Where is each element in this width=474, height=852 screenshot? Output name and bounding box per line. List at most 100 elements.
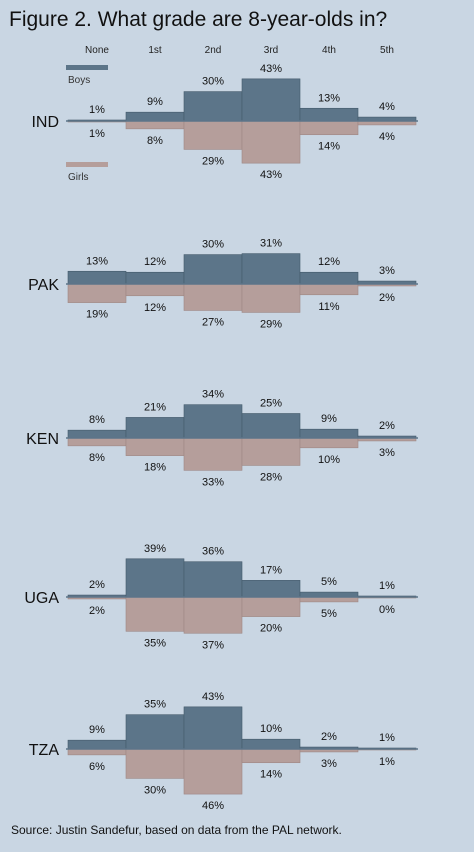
bar-girls — [183, 120, 243, 150]
data-label-boys: 34% — [202, 389, 224, 401]
data-label-boys: 43% — [260, 63, 282, 75]
data-label-boys: 1% — [379, 732, 395, 744]
data-label-girls: 1% — [379, 756, 395, 768]
data-label-girls: 8% — [89, 452, 105, 464]
bar-girls — [241, 283, 301, 313]
country-label: KEN — [26, 431, 59, 448]
data-label-boys: 31% — [260, 238, 282, 250]
data-label-girls: 2% — [89, 605, 105, 617]
data-label-girls: 3% — [321, 758, 337, 770]
bar-boys — [183, 561, 243, 598]
data-label-boys: 9% — [321, 413, 337, 425]
data-label-girls: 11% — [318, 301, 339, 313]
data-label-boys: 1% — [89, 104, 105, 116]
legend-label-girls: Girls — [68, 172, 89, 183]
bar-boys — [67, 270, 127, 285]
bar-boys — [241, 413, 301, 439]
data-label-boys: 30% — [202, 76, 224, 88]
bar-girls — [125, 120, 185, 130]
data-label-boys: 9% — [89, 724, 105, 736]
data-label-girls: 5% — [321, 608, 337, 620]
bar-boys — [125, 558, 185, 598]
bar-girls — [299, 283, 359, 296]
data-label-boys: 9% — [147, 96, 163, 108]
data-label-girls: 12% — [144, 302, 166, 314]
data-label-boys: 35% — [144, 699, 166, 711]
bar-girls — [67, 748, 127, 756]
data-label-girls: 0% — [379, 604, 395, 616]
bar-girls — [183, 596, 243, 634]
grade-header: None — [85, 45, 109, 56]
bar-boys — [241, 580, 301, 598]
bar-boys — [183, 254, 243, 285]
bar-girls — [125, 748, 185, 779]
data-label-boys: 21% — [144, 401, 166, 413]
data-label-boys: 2% — [379, 420, 395, 432]
bar-boys — [125, 417, 185, 439]
country-label: IND — [31, 114, 59, 131]
data-label-boys: 17% — [260, 564, 282, 576]
data-label-boys: 25% — [260, 398, 282, 410]
bar-girls — [241, 437, 301, 466]
bar-girls — [183, 437, 243, 471]
data-label-girls: 37% — [202, 639, 224, 651]
data-label-girls: 20% — [260, 623, 282, 635]
bar-girls — [183, 283, 243, 311]
data-label-boys: 3% — [379, 265, 395, 277]
legend-swatch-girls — [66, 162, 108, 167]
grade-header: 5th — [380, 45, 394, 56]
data-label-boys: 8% — [89, 414, 105, 426]
data-label-girls: 1% — [89, 128, 105, 140]
data-label-boys: 1% — [379, 580, 395, 592]
bar-boys — [125, 714, 185, 750]
grade-header: 1st — [148, 45, 162, 56]
data-label-boys: 2% — [321, 731, 337, 743]
bar-girls — [67, 437, 127, 447]
data-label-boys: 13% — [318, 92, 340, 104]
data-label-girls: 6% — [89, 761, 105, 773]
data-label-boys: 12% — [144, 256, 166, 268]
bar-girls — [125, 283, 185, 297]
data-label-girls: 8% — [147, 135, 163, 147]
data-label-girls: 33% — [202, 476, 224, 488]
bar-girls — [125, 437, 185, 456]
figure-title: Figure 2. What grade are 8-year-olds in? — [9, 8, 388, 31]
legend-label-boys: Boys — [68, 75, 90, 86]
data-label-girls: 18% — [144, 462, 166, 474]
data-label-girls: 19% — [86, 309, 108, 321]
bar-boys — [241, 78, 301, 122]
bar-boys — [125, 271, 185, 285]
data-label-boys: 10% — [260, 723, 282, 735]
country-label: PAK — [28, 277, 59, 294]
bar-boys — [125, 111, 185, 122]
data-label-girls: 2% — [379, 292, 395, 304]
bar-girls — [241, 120, 301, 164]
bar-boys — [183, 91, 243, 122]
data-label-boys: 2% — [89, 579, 105, 591]
data-label-girls: 29% — [202, 155, 224, 167]
data-label-girls: 14% — [318, 141, 340, 153]
bar-boys — [183, 404, 243, 439]
grade-header: 4th — [322, 45, 336, 56]
grade-header: 3rd — [264, 45, 278, 56]
bar-boys — [299, 271, 359, 285]
country-label: TZA — [29, 742, 60, 759]
bar-boys — [67, 429, 127, 439]
bar-boys — [241, 738, 301, 750]
data-label-girls: 3% — [379, 447, 395, 459]
data-label-boys: 5% — [321, 576, 337, 588]
data-label-boys: 43% — [202, 691, 224, 703]
data-label-boys: 4% — [379, 101, 395, 113]
data-label-girls: 28% — [260, 471, 282, 483]
data-label-girls: 29% — [260, 318, 282, 330]
bar-boys — [241, 253, 301, 285]
data-label-boys: 13% — [86, 255, 108, 267]
country-label: UGA — [24, 590, 59, 607]
bar-boys — [183, 706, 243, 750]
data-label-girls: 10% — [318, 454, 340, 466]
bar-girls — [183, 748, 243, 795]
data-label-girls: 35% — [144, 637, 166, 649]
data-label-boys: 12% — [318, 256, 340, 268]
